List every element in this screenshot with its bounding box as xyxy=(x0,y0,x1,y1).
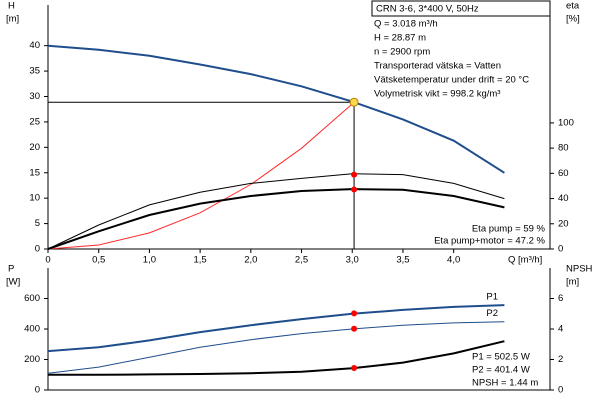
y2-tick-label: 100 xyxy=(558,117,574,128)
x-axis-label: Q [m³/h] xyxy=(508,255,542,266)
y2-tick-label: 40 xyxy=(558,193,569,204)
info-line: Transporterad vätska = Vatten xyxy=(374,61,501,72)
info-title: CRN 3-6, 3*400 V, 50Hz xyxy=(376,4,479,15)
y-tick-label: 200 xyxy=(24,354,40,365)
y-tick-label: 40 xyxy=(29,40,40,51)
y-tick-label: 0 xyxy=(35,244,40,255)
series-label: P1 xyxy=(486,292,498,303)
info-line: n = 2900 rpm xyxy=(374,47,430,58)
info-line: Volymetrisk vikt = 998.2 kg/m³ xyxy=(374,89,500,100)
y2-tick-label: 0 xyxy=(558,385,563,396)
y2-axis-unit: [%] xyxy=(566,14,580,25)
operating-point xyxy=(351,365,358,372)
x-tick-label: 0,5 xyxy=(92,255,105,266)
duty-point xyxy=(349,97,359,107)
info-box xyxy=(371,0,551,17)
y-tick-label: 15 xyxy=(29,167,40,178)
y-tick-label: 10 xyxy=(29,193,40,204)
info-line: H = 28.87 m xyxy=(374,33,426,44)
x-tick-label: 3,5 xyxy=(396,255,409,266)
x-tick-label: 1,0 xyxy=(143,255,156,266)
x-tick-label: 2,0 xyxy=(244,255,257,266)
series-line xyxy=(47,304,505,353)
y2-axis-unit: [m] xyxy=(566,277,579,288)
y2-tick-label: 4 xyxy=(558,324,563,335)
y2-tick-label: 60 xyxy=(558,168,569,179)
eta-point xyxy=(351,171,358,178)
y-tick-label: 400 xyxy=(24,324,40,335)
series-line xyxy=(47,188,505,250)
y2-tick-label: 0 xyxy=(558,244,563,255)
x-tick-label: 3,0 xyxy=(346,255,359,266)
note: Eta pump+motor = 47.2 % xyxy=(434,236,545,247)
y-tick-label: 0 xyxy=(35,385,40,396)
y2-axis-label: NPSH xyxy=(566,264,593,275)
series-line xyxy=(47,44,505,174)
y-axis-label: P xyxy=(8,264,14,275)
series-label: P2 xyxy=(486,308,498,319)
y2-axis-label: eta xyxy=(566,1,580,12)
y-tick-label: 5 xyxy=(35,218,40,229)
eta-point xyxy=(351,186,358,193)
y-tick-label: 25 xyxy=(29,116,40,127)
info-line: Q = 3.018 m³/h xyxy=(374,19,438,30)
y-axis-unit: [m] xyxy=(6,14,19,25)
note: NPSH = 1.44 m xyxy=(472,378,538,389)
y-axis-label: H xyxy=(8,1,15,12)
series-line xyxy=(48,340,505,376)
y-tick-label: 20 xyxy=(29,142,40,153)
operating-point xyxy=(351,325,358,332)
info-line: Vätsketemperatur under drift = 20 °C xyxy=(374,75,529,86)
series-line xyxy=(47,103,353,250)
x-tick-label: 1,5 xyxy=(194,255,207,266)
note: P1 = 502.5 W xyxy=(472,352,530,363)
y2-tick-label: 20 xyxy=(558,218,569,229)
x-tick-label: 4,0 xyxy=(447,255,460,266)
x-tick-label: 0 xyxy=(45,255,50,266)
operating-point xyxy=(351,310,358,317)
note: P2 = 401.4 W xyxy=(472,365,530,376)
y-tick-label: 30 xyxy=(29,91,40,102)
series-line xyxy=(47,173,505,250)
y2-tick-label: 2 xyxy=(558,354,563,365)
x-tick-label: 2,5 xyxy=(295,255,308,266)
y-tick-label: 35 xyxy=(29,66,40,77)
note: Eta pump = 59 % xyxy=(472,224,546,235)
series-line xyxy=(47,321,505,374)
y2-tick-label: 6 xyxy=(558,293,563,304)
y-tick-label: 600 xyxy=(24,293,40,304)
y2-tick-label: 80 xyxy=(558,143,569,154)
y-axis-unit: [W] xyxy=(6,277,20,288)
